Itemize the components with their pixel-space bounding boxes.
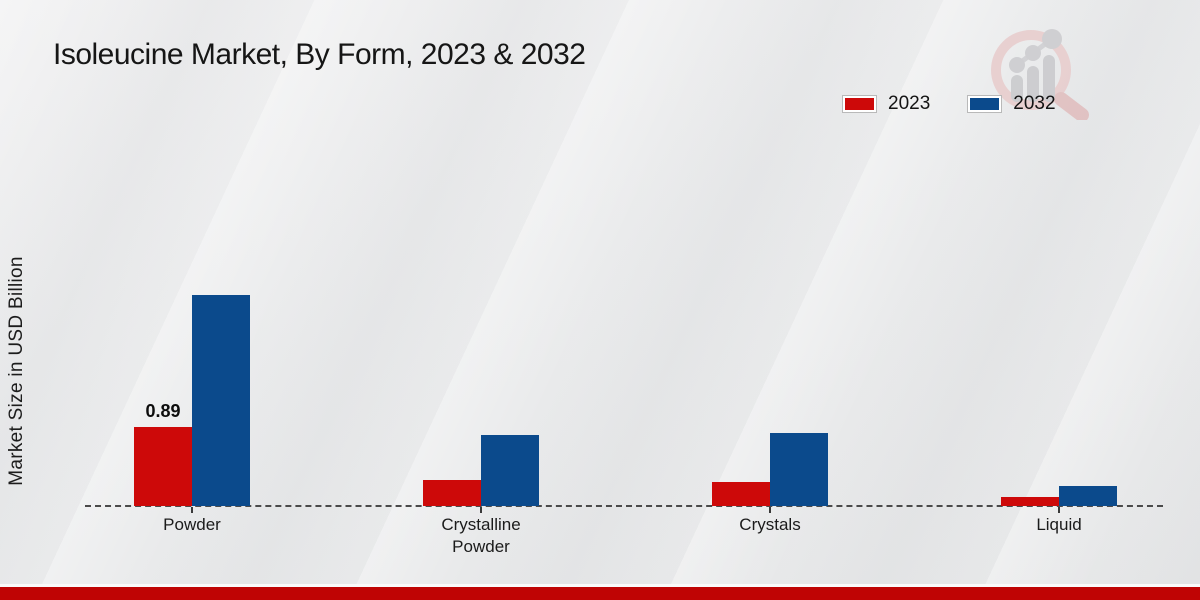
category-label: Crystalline Powder [441, 515, 521, 557]
legend-item-2032: 2032 [968, 93, 1056, 115]
bar-2032-liquid [1059, 486, 1117, 506]
bar-2032-crystals [770, 433, 828, 506]
bar-2023-crystals [712, 482, 770, 506]
magnifier-bar-chart-logo-icon [991, 29, 1089, 120]
legend-swatch [843, 96, 876, 112]
x-axis-tick [769, 507, 771, 513]
legend-label: 2032 [1013, 93, 1056, 114]
legend-label: 2023 [888, 93, 931, 114]
legend-item-2023: 2023 [843, 93, 930, 115]
legend: 2023 2032 [843, 93, 1056, 115]
footer-red-band [0, 587, 1200, 600]
category-label: Crystals [739, 515, 801, 534]
bar-2023-powder [134, 427, 192, 506]
x-axis-tick [1058, 507, 1060, 513]
x-axis-baseline [85, 505, 1163, 507]
value-label: 0.89 [145, 401, 181, 421]
bar-2032-powder [192, 295, 250, 506]
x-axis-tick [480, 507, 482, 513]
footer-separator [0, 584, 1200, 587]
chart-title: Isoleucine Market, By Form, 2023 & 2032 [53, 38, 586, 71]
category-label: Liquid [1036, 515, 1082, 534]
legend-swatch [968, 96, 1002, 112]
category-label: Powder [163, 515, 221, 534]
x-axis-tick [191, 507, 193, 513]
bar-2023-crystalline-powder [423, 480, 481, 506]
bar-2023-liquid [1001, 497, 1059, 506]
bar-2032-crystalline-powder [481, 435, 539, 506]
